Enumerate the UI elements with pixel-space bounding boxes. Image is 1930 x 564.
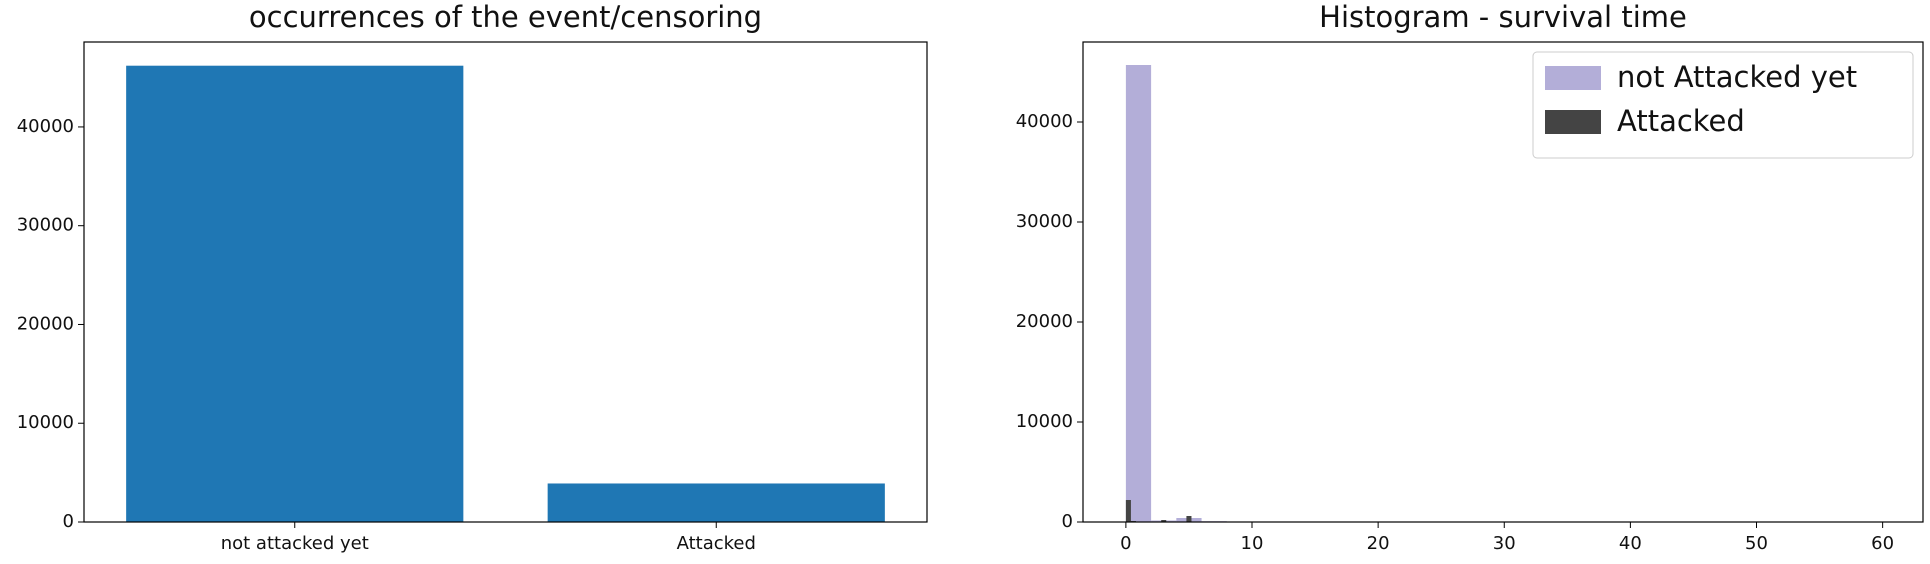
bar [547, 483, 885, 522]
x-tick-label: 50 [1745, 533, 1768, 554]
legend-label: Attacked [1617, 104, 1745, 138]
chart-title: Histogram - survival time [1319, 0, 1687, 34]
histogram-bar [1161, 520, 1167, 522]
histogram-bar [1125, 65, 1152, 522]
x-tick-label: 20 [1367, 533, 1390, 554]
axes-frame [1082, 41, 1924, 523]
legend-box [1532, 51, 1914, 159]
x-tick-label: not attacked yet [221, 533, 369, 554]
y-tick-label: 10000 [1016, 411, 1073, 432]
x-tick-label: 0 [1120, 533, 1131, 554]
bar [126, 65, 464, 522]
axes-frame [83, 41, 928, 523]
histogram-bar [1186, 516, 1192, 522]
legend-swatch [1545, 66, 1601, 90]
chart-title: occurrences of the event/censoring [249, 0, 762, 34]
y-tick-label: 20000 [17, 313, 74, 334]
legend-swatch [1545, 110, 1601, 134]
x-tick-label: 10 [1241, 533, 1264, 554]
y-tick-label: 30000 [1016, 211, 1073, 232]
x-tick-label: Attacked [677, 533, 756, 554]
legend-label: not Attacked yet [1617, 60, 1857, 94]
x-tick-label: 30 [1493, 533, 1516, 554]
y-tick-label: 20000 [1016, 311, 1073, 332]
x-tick-label: 60 [1871, 533, 1894, 554]
histogram-bar [1125, 500, 1131, 522]
y-tick-label: 0 [63, 511, 74, 532]
y-tick-label: 30000 [17, 215, 74, 236]
y-tick-label: 40000 [17, 116, 74, 137]
y-tick-label: 40000 [1016, 111, 1073, 132]
y-tick-label: 10000 [17, 412, 74, 433]
y-tick-label: 0 [1062, 511, 1073, 532]
x-tick-label: 40 [1619, 533, 1642, 554]
